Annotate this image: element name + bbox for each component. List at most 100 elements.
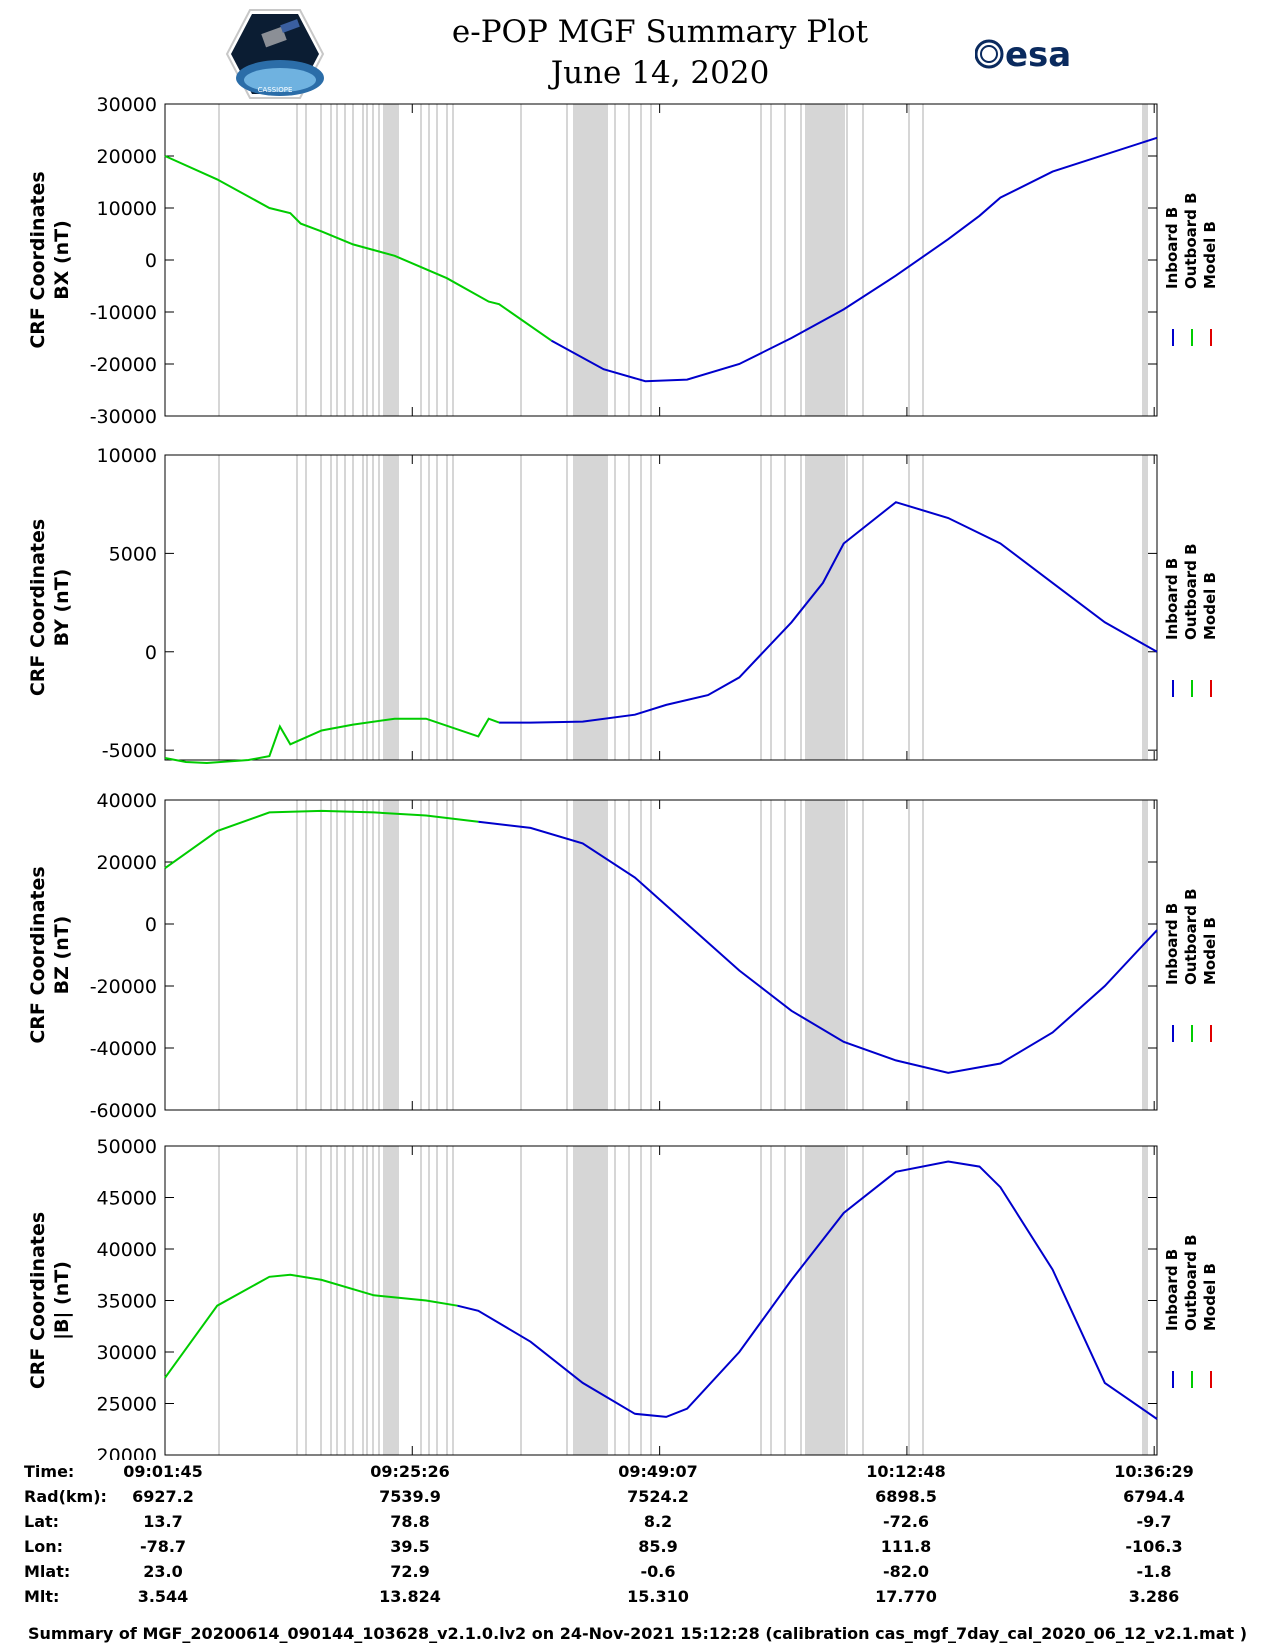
data-gap-band	[800, 1146, 802, 1455]
legend: Inboard B Outboard B Model B	[1163, 888, 1219, 1042]
data-gap-band	[384, 800, 386, 1110]
y-axis-label: CRF Coordinates	[27, 1212, 49, 1389]
data-gap-band	[366, 1146, 368, 1455]
y-tick-label: 0	[145, 914, 157, 936]
data-gap-band	[628, 800, 630, 1110]
data-gap-band	[352, 800, 354, 1110]
data-gap-band	[600, 104, 602, 416]
legend-label: Inboard B	[1163, 207, 1181, 289]
data-gap-band	[305, 104, 307, 416]
series-outboard-line	[164, 717, 500, 765]
data-gap-band	[336, 800, 338, 1110]
data-gap-band	[336, 1146, 338, 1455]
data-gap-band	[576, 455, 578, 760]
data-gap-band	[582, 1146, 584, 1455]
info-cell: 7539.9	[379, 1487, 441, 1506]
data-gap-band	[305, 1146, 307, 1455]
data-gap-band	[908, 800, 910, 1110]
data-gap-band	[344, 800, 346, 1110]
legend-label: Outboard B	[1182, 543, 1200, 640]
data-gap-band	[784, 104, 786, 416]
data-gap-band	[770, 1146, 772, 1455]
data-gap-band	[320, 455, 322, 760]
y-tick-label: 20000	[97, 146, 157, 168]
info-cell: 111.8	[880, 1537, 932, 1556]
data-gap-band	[320, 104, 322, 416]
data-gap-band	[336, 104, 338, 416]
data-gap-band	[614, 800, 616, 1110]
data-gap-band	[760, 455, 762, 760]
y-axis-label: CRF Coordinates	[27, 171, 49, 348]
info-cell: 15.310	[627, 1587, 689, 1606]
data-gap-band	[846, 104, 848, 416]
data-gap-band	[862, 1146, 864, 1455]
axes-frame	[164, 454, 1158, 761]
y-tick-label: 0	[145, 250, 157, 272]
data-gap-band	[582, 800, 584, 1110]
data-gap-band	[428, 800, 430, 1110]
data-gap-band	[446, 1146, 448, 1455]
data-gap-band	[573, 455, 608, 760]
data-gap-band	[832, 104, 834, 416]
info-cell: -1.8	[1136, 1562, 1172, 1581]
y-tick-label: 20000	[97, 852, 157, 874]
data-gap-band	[640, 455, 642, 760]
data-gap-band	[296, 800, 298, 1110]
legend: Inboard B Outboard B Model B	[1163, 1234, 1219, 1388]
y-axis-label: CRF Coordinates	[27, 866, 49, 1043]
info-row-label: Rad(km):	[24, 1487, 107, 1506]
data-gap-band	[908, 104, 910, 416]
series-inboard-line	[550, 136, 1158, 383]
data-gap-band	[600, 800, 602, 1110]
legend-label: Inboard B	[1163, 903, 1181, 985]
info-cell: 09:49:07	[618, 1462, 698, 1481]
summary-plot: 30000 20000 10000 0 -10000 -20000 -30000 CRF Co…	[27, 94, 1219, 1460]
axes-frame	[164, 1145, 1158, 1456]
data-gap-band	[378, 104, 380, 416]
info-cell: 8.2	[643, 1512, 673, 1531]
data-gap-band	[420, 800, 422, 1110]
series-outboard-line	[164, 1273, 458, 1379]
data-gap-band	[366, 800, 368, 1110]
data-gap-band	[832, 455, 834, 760]
panel-1: 30000 20000 10000 0 -10000 -20000 -30000 CRF Co…	[27, 94, 1219, 428]
data-gap-band	[452, 455, 454, 760]
data-gap-band	[908, 1146, 910, 1455]
data-gap-band	[760, 1146, 762, 1455]
data-gap-band	[330, 1146, 332, 1455]
data-gap-band	[446, 104, 448, 416]
data-gap-band	[520, 1146, 522, 1455]
data-gap-band	[566, 455, 568, 760]
y-tick-label: -60000	[90, 1100, 157, 1122]
data-gap-band	[384, 104, 386, 416]
y-tick-label: 10000	[97, 198, 157, 220]
data-gap-band	[640, 1146, 642, 1455]
data-gap-band	[1142, 1146, 1148, 1455]
esa-logo-text: esa	[1005, 35, 1071, 74]
data-gap-band	[383, 104, 399, 416]
info-cell: -106.3	[1125, 1537, 1183, 1556]
data-gap-band	[832, 1146, 834, 1455]
legend-label: Model B	[1201, 572, 1219, 640]
legend-label: Model B	[1201, 1263, 1219, 1331]
data-gap-band	[296, 455, 298, 760]
data-gap-band	[218, 800, 220, 1110]
info-cell: 7524.2	[627, 1487, 689, 1506]
series-outboard-line	[164, 155, 552, 342]
y-axis-label: CRF Coordinates	[27, 519, 49, 696]
data-gap-band	[420, 455, 422, 760]
data-gap-band	[800, 455, 802, 760]
data-gap-band	[800, 800, 802, 1110]
info-cell: 39.5	[390, 1537, 430, 1556]
info-cell: 85.9	[638, 1537, 678, 1556]
data-gap-band	[436, 104, 438, 416]
data-gap-band	[614, 1146, 616, 1455]
data-gap-band	[452, 104, 454, 416]
panel-2: 10000 5000 0 -5000 CRF Coordinates BY (nT) Inb…	[27, 445, 1219, 765]
data-gap-band	[784, 455, 786, 760]
info-cell: 09:01:45	[123, 1462, 203, 1481]
info-cell: 10:12:48	[866, 1462, 946, 1481]
data-gap-band	[770, 800, 772, 1110]
axes-frame	[164, 799, 1158, 1111]
data-gap-band	[452, 800, 454, 1110]
